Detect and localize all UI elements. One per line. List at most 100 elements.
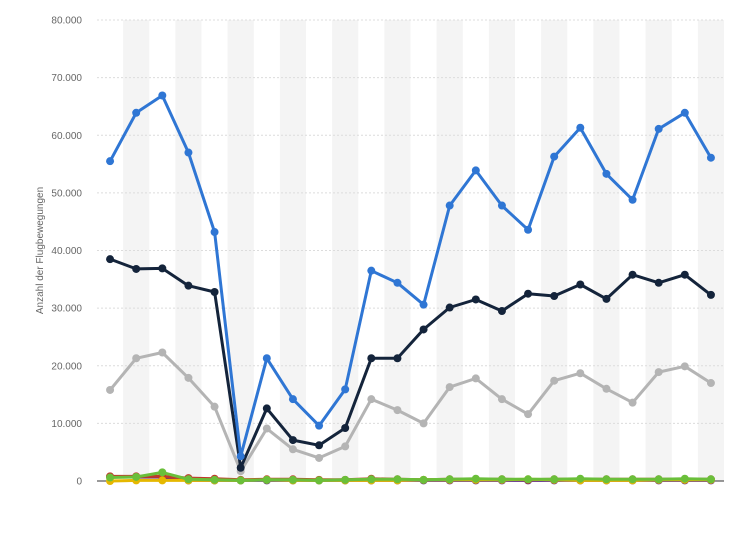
data-point[interactable]: [576, 474, 585, 483]
data-point[interactable]: [262, 424, 271, 433]
data-point[interactable]: [680, 362, 689, 371]
data-point[interactable]: [576, 369, 585, 378]
data-point[interactable]: [628, 475, 637, 484]
data-point[interactable]: [471, 166, 480, 175]
data-point[interactable]: [184, 148, 193, 157]
data-point[interactable]: [184, 281, 193, 290]
data-point[interactable]: [341, 423, 350, 432]
data-point[interactable]: [706, 290, 715, 299]
data-point[interactable]: [654, 368, 663, 377]
data-point[interactable]: [550, 475, 559, 484]
y-tick-label: 10.000: [51, 419, 82, 430]
data-point[interactable]: [210, 475, 219, 484]
data-point[interactable]: [471, 295, 480, 304]
y-tick-label: 80.000: [51, 16, 82, 27]
data-point[interactable]: [419, 325, 428, 334]
data-point[interactable]: [262, 354, 271, 363]
data-point[interactable]: [419, 300, 428, 309]
data-point[interactable]: [236, 463, 245, 472]
data-point[interactable]: [393, 406, 402, 415]
data-point[interactable]: [367, 395, 376, 404]
data-point[interactable]: [419, 419, 428, 428]
data-point[interactable]: [706, 153, 715, 162]
data-point[interactable]: [106, 255, 115, 264]
data-point[interactable]: [393, 354, 402, 363]
data-point[interactable]: [210, 402, 219, 411]
data-point[interactable]: [602, 169, 611, 178]
data-point[interactable]: [236, 452, 245, 461]
data-point[interactable]: [445, 383, 454, 392]
data-point[interactable]: [680, 270, 689, 279]
data-point[interactable]: [654, 278, 663, 287]
data-point[interactable]: [367, 354, 376, 363]
data-point[interactable]: [367, 266, 376, 275]
data-point[interactable]: [341, 385, 350, 394]
data-point[interactable]: [576, 280, 585, 289]
data-point[interactable]: [419, 475, 428, 484]
data-point[interactable]: [497, 475, 506, 484]
data-point[interactable]: [315, 453, 324, 462]
data-point[interactable]: [184, 373, 193, 382]
data-point[interactable]: [288, 436, 297, 445]
data-point[interactable]: [628, 195, 637, 204]
data-point[interactable]: [367, 475, 376, 484]
data-point[interactable]: [471, 374, 480, 383]
data-point[interactable]: [341, 442, 350, 451]
data-point[interactable]: [680, 474, 689, 483]
data-point[interactable]: [210, 228, 219, 237]
data-point[interactable]: [158, 91, 167, 100]
data-point[interactable]: [445, 475, 454, 484]
data-point[interactable]: [341, 475, 350, 484]
data-point[interactable]: [315, 421, 324, 430]
data-point[interactable]: [262, 475, 271, 484]
data-point[interactable]: [315, 441, 324, 450]
data-point[interactable]: [524, 475, 533, 484]
data-point[interactable]: [315, 476, 324, 485]
data-point[interactable]: [602, 475, 611, 484]
data-point[interactable]: [132, 472, 141, 481]
y-axis-ticks: 0 10.000 20.000 30.000 40.000 50.000 60.000 70.…: [51, 16, 82, 488]
data-point[interactable]: [288, 475, 297, 484]
data-point[interactable]: [602, 384, 611, 393]
data-point[interactable]: [680, 108, 689, 117]
data-point[interactable]: [132, 354, 141, 363]
data-point[interactable]: [550, 292, 559, 301]
data-point[interactable]: [106, 157, 115, 166]
data-point[interactable]: [236, 476, 245, 485]
data-point[interactable]: [262, 404, 271, 413]
data-point[interactable]: [184, 475, 193, 484]
data-point[interactable]: [497, 201, 506, 210]
data-point[interactable]: [628, 270, 637, 279]
data-point[interactable]: [576, 123, 585, 132]
data-point[interactable]: [106, 473, 115, 482]
data-point[interactable]: [393, 278, 402, 287]
data-point[interactable]: [393, 475, 402, 484]
data-point[interactable]: [524, 410, 533, 419]
data-point[interactable]: [654, 124, 663, 133]
data-point[interactable]: [158, 476, 167, 485]
data-point[interactable]: [445, 303, 454, 312]
data-point[interactable]: [497, 307, 506, 316]
data-point[interactable]: [550, 376, 559, 385]
data-point[interactable]: [524, 225, 533, 234]
data-point[interactable]: [445, 201, 454, 210]
data-point[interactable]: [158, 468, 167, 477]
data-point[interactable]: [132, 264, 141, 273]
data-point[interactable]: [628, 398, 637, 407]
data-point[interactable]: [706, 379, 715, 388]
data-point[interactable]: [132, 108, 141, 117]
data-point[interactable]: [497, 395, 506, 404]
data-point[interactable]: [524, 289, 533, 298]
data-point[interactable]: [288, 395, 297, 404]
data-point[interactable]: [654, 475, 663, 484]
data-point[interactable]: [706, 475, 715, 484]
data-point[interactable]: [158, 264, 167, 273]
data-point[interactable]: [471, 474, 480, 483]
data-point[interactable]: [158, 348, 167, 357]
y-tick-label: 60.000: [51, 131, 82, 142]
data-point[interactable]: [106, 385, 115, 394]
data-point[interactable]: [210, 287, 219, 296]
data-point[interactable]: [550, 152, 559, 161]
data-point[interactable]: [288, 445, 297, 454]
data-point[interactable]: [602, 294, 611, 303]
